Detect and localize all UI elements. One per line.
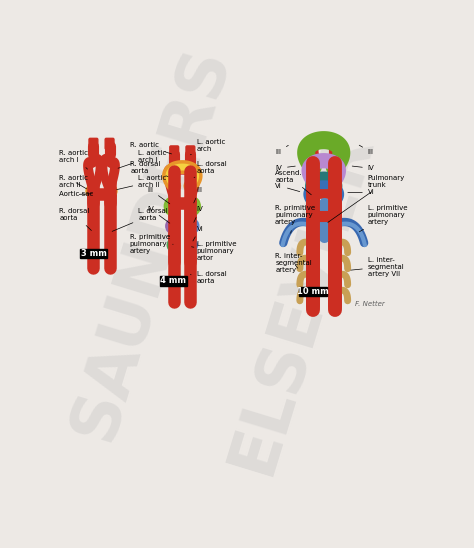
Text: L. primitive
pulmonary
artor: L. primitive pulmonary artor — [191, 242, 236, 261]
Text: Pulmonary
trunk: Pulmonary trunk — [328, 175, 405, 222]
Text: R. aortic: R. aortic — [130, 142, 172, 154]
Text: L. aortic
arch II: L. aortic arch II — [117, 175, 166, 190]
Text: L. aortic
arch: L. aortic arch — [191, 139, 225, 155]
FancyBboxPatch shape — [186, 146, 195, 157]
Ellipse shape — [86, 186, 93, 196]
FancyBboxPatch shape — [170, 146, 179, 157]
Text: Aortic sac: Aortic sac — [59, 191, 94, 197]
Text: III: III — [147, 187, 170, 204]
Text: 4 mm: 4 mm — [161, 276, 186, 286]
Text: 10 mm: 10 mm — [297, 287, 329, 296]
Text: R. aortic
arch II: R. aortic arch II — [59, 175, 88, 189]
Text: R. aortic
arch I: R. aortic arch I — [59, 150, 88, 169]
Text: L. dorsal
aorta: L. dorsal aorta — [112, 208, 168, 231]
Text: III: III — [359, 145, 374, 155]
Text: R. dorsal
aorta: R. dorsal aorta — [130, 161, 168, 176]
Text: R. primitive
pulmonary
artery: R. primitive pulmonary artery — [275, 205, 315, 233]
Text: R. primitive
pulmonary
artery: R. primitive pulmonary artery — [130, 234, 173, 254]
Text: VI: VI — [193, 226, 203, 241]
FancyBboxPatch shape — [308, 146, 318, 160]
Text: L. aortic
arch I: L. aortic arch I — [118, 150, 166, 168]
Text: R. inter-
segmental
artery: R. inter- segmental artery — [275, 253, 312, 273]
FancyBboxPatch shape — [300, 287, 327, 296]
Text: SAUNDERS: SAUNDERS — [60, 38, 242, 448]
Text: 3 mm: 3 mm — [81, 249, 107, 258]
Text: III: III — [194, 187, 203, 203]
Ellipse shape — [164, 197, 178, 215]
Text: IV: IV — [194, 206, 203, 222]
Ellipse shape — [167, 239, 175, 250]
Ellipse shape — [109, 186, 117, 196]
Text: VI: VI — [348, 190, 374, 195]
FancyBboxPatch shape — [105, 138, 114, 149]
Text: F. Netter: F. Netter — [355, 301, 384, 307]
Text: Ascend.
aorta: Ascend. aorta — [275, 170, 311, 195]
Text: IV: IV — [147, 206, 170, 223]
FancyBboxPatch shape — [160, 276, 187, 286]
Text: L. dorsal
aorta: L. dorsal aorta — [191, 271, 227, 284]
Text: L. dorsal
aorta: L. dorsal aorta — [194, 161, 227, 178]
Text: L. primitive
pulmonary
artery: L. primitive pulmonary artery — [359, 205, 407, 232]
Text: IV: IV — [352, 165, 374, 172]
Text: R. dorsal
aorta: R. dorsal aorta — [59, 208, 91, 231]
Text: L. inter-
segmental
artery VII: L. inter- segmental artery VII — [351, 256, 405, 277]
Text: ELSEVIER: ELSEVIER — [219, 123, 385, 481]
FancyBboxPatch shape — [89, 138, 98, 149]
FancyBboxPatch shape — [329, 146, 340, 160]
Ellipse shape — [186, 197, 201, 215]
Text: IV: IV — [275, 165, 295, 172]
Text: VI: VI — [275, 182, 300, 192]
Text: III: III — [275, 145, 288, 155]
FancyBboxPatch shape — [80, 249, 108, 258]
Ellipse shape — [166, 219, 177, 233]
Ellipse shape — [189, 239, 197, 250]
Ellipse shape — [188, 219, 199, 233]
